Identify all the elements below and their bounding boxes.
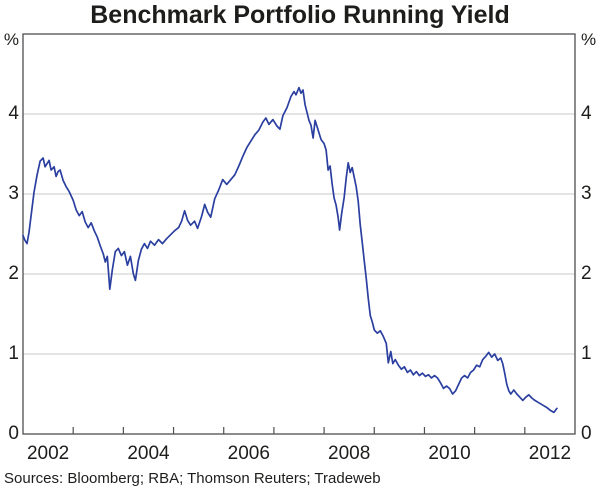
- x-axis-label: 2010: [428, 443, 471, 464]
- y-axis-label-right: 3: [581, 183, 592, 204]
- y-unit-left: %: [3, 30, 19, 49]
- x-axis-label: 2006: [227, 443, 270, 464]
- x-axis-label: 2004: [127, 443, 170, 464]
- chart-title: Benchmark Portfolio Running Yield: [90, 1, 510, 29]
- y-axis-label-left: 0: [8, 423, 19, 444]
- y-axis-label-right: 0: [581, 423, 592, 444]
- y-axis-label-left: 2: [8, 263, 19, 284]
- source-note: Sources: Bloomberg; RBA; Thomson Reuters…: [4, 470, 381, 487]
- y-axis-label-left: 4: [8, 103, 19, 124]
- x-axis-label: 2002: [26, 443, 70, 464]
- y-axis-label-right: 1: [581, 343, 592, 364]
- y-axis-label-left: 1: [8, 343, 19, 364]
- y-unit-right: %: [581, 30, 597, 49]
- y-axis-label-right: 4: [581, 103, 592, 124]
- plot-frame: [22, 33, 576, 435]
- yield-line: [22, 86, 558, 414]
- x-axis-label: 2012: [528, 443, 572, 464]
- y-axis-label-right: 2: [581, 263, 592, 284]
- x-axis-label: 2008: [328, 443, 371, 464]
- y-axis-label-left: 3: [8, 183, 19, 204]
